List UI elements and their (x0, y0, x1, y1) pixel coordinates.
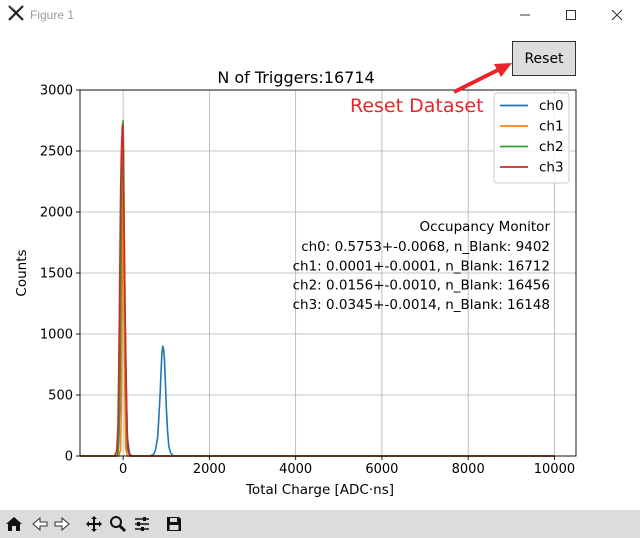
pan-icon[interactable] (84, 514, 104, 534)
maximize-button[interactable] (548, 0, 594, 30)
chart-title: N of Triggers:16714 (217, 68, 374, 87)
legend: ch0 ch1 ch2 ch3 (493, 92, 570, 184)
occupancy-heading: Occupancy Monitor (420, 219, 551, 235)
forward-icon[interactable] (52, 514, 72, 534)
window-title: Figure 1 (30, 8, 75, 22)
x-tick-label: 8000 (452, 462, 485, 477)
y-tick-label: 2000 (40, 206, 73, 221)
reset-dataset-annotation: Reset Dataset (350, 95, 484, 117)
red-arrow-icon (453, 63, 512, 94)
matplotlib-x-icon (7, 4, 25, 27)
occupancy-line: ch3: 0.0345+-0.0014, n_Blank: 16148 (293, 297, 550, 313)
close-icon (611, 9, 623, 21)
navigation-toolbar (0, 510, 640, 538)
y-axis-label: Counts (14, 249, 30, 296)
y-tick-label: 2500 (40, 145, 73, 160)
legend-label-ch1: ch1 (539, 119, 564, 135)
back-icon[interactable] (30, 514, 50, 534)
x-axis-label: Total Charge [ADC·ns] (245, 482, 394, 498)
legend-label-ch0: ch0 (539, 98, 564, 114)
x-tick-label: 6000 (365, 462, 398, 477)
configure-subplots-icon[interactable] (132, 514, 152, 534)
occupancy-line: ch1: 0.0001+-0.0001, n_Blank: 16712 (293, 258, 550, 274)
window-titlebar: Figure 1 (0, 0, 640, 30)
occupancy-line: ch0: 0.5753+-0.0068, n_Blank: 9402 (301, 239, 550, 255)
x-tick-label: 4000 (279, 462, 312, 477)
maximize-icon (566, 10, 576, 20)
home-icon[interactable] (4, 514, 24, 534)
legend-label-ch3: ch3 (539, 160, 564, 176)
x-tick-label: 0 (119, 462, 127, 477)
reset-button[interactable]: Reset (512, 41, 576, 76)
minimize-button[interactable] (502, 0, 548, 30)
y-tick-label: 3000 (40, 84, 73, 99)
figure-canvas: 0 2000 4000 6000 8000 10000 0 500 1000 1500 2000 25… (14, 68, 577, 498)
y-tick-label: 1000 (40, 328, 73, 343)
legend-box (493, 92, 570, 184)
zoom-icon[interactable] (108, 514, 128, 534)
y-tick-label: 1500 (40, 267, 73, 282)
occupancy-line: ch2: 0.0156+-0.0010, n_Blank: 16456 (293, 278, 550, 294)
y-tick-label: 0 (65, 450, 73, 465)
close-button[interactable] (594, 0, 640, 30)
y-tick-label: 500 (48, 389, 73, 404)
save-icon[interactable] (164, 514, 184, 534)
x-tick-label: 10000 (534, 462, 575, 477)
minimize-icon (520, 14, 530, 16)
series-line-ch3 (80, 123, 555, 457)
legend-label-ch2: ch2 (539, 139, 564, 155)
x-tick-label: 2000 (193, 462, 226, 477)
